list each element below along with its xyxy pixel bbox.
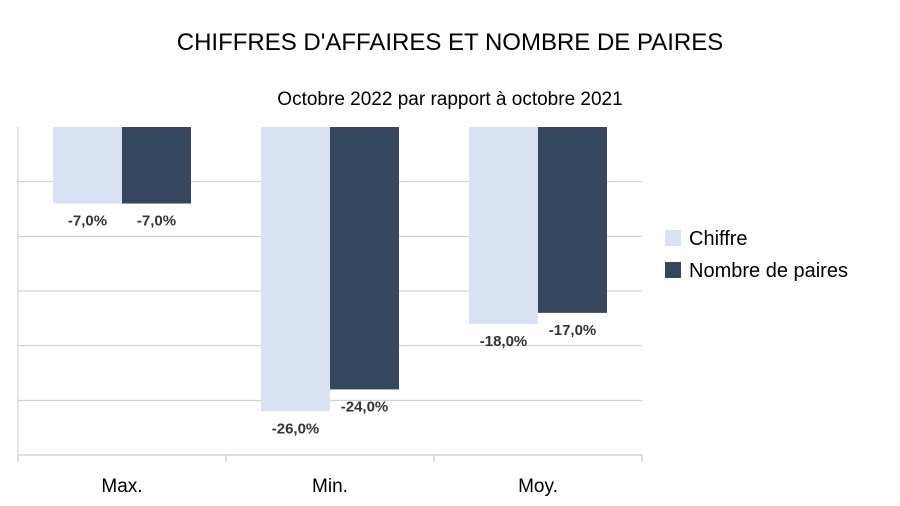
data-label: -7,0% (137, 213, 176, 230)
data-label: -17,0% (549, 322, 597, 339)
data-label: -7,0% (68, 213, 107, 230)
category-label: Moy. (518, 476, 558, 497)
bar-paires-0 (122, 127, 191, 204)
category-label: Max. (101, 476, 142, 497)
legend: Chiffre Nombre de paires (665, 228, 848, 282)
bar-chiffre-0 (53, 127, 122, 204)
legend-label: Nombre de paires (689, 260, 848, 282)
data-labels-group: -7,0% -7,0% -26,0% -24,0% -18,0% -17,0% (68, 213, 596, 438)
legend-swatch (665, 262, 681, 278)
legend-label: Chiffre (689, 228, 748, 250)
chart-title: CHIFFRES D'AFFAIRES ET NOMBRE DE PAIRES (177, 29, 723, 56)
bar-paires-1 (330, 127, 399, 390)
data-label: -24,0% (341, 398, 389, 415)
chart-subtitle: Octobre 2022 par rapport à octobre 2021 (277, 89, 622, 110)
data-label: -18,0% (480, 333, 528, 350)
bar-paires-2 (538, 127, 607, 313)
category-label: Min. (312, 476, 348, 497)
bars-group (53, 127, 607, 412)
legend-swatch (665, 230, 681, 246)
bar-chiffre-1 (261, 127, 330, 412)
bar-chiffre-2 (469, 127, 538, 324)
x-axis: Max. Min. Moy. (17, 454, 643, 497)
data-label: -26,0% (272, 420, 320, 437)
